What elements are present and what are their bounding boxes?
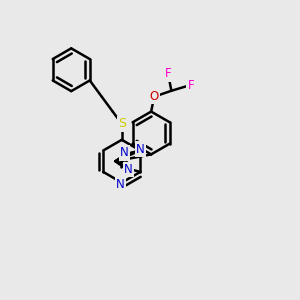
Text: N: N bbox=[124, 163, 133, 176]
Text: N: N bbox=[120, 146, 128, 159]
Text: N: N bbox=[116, 178, 125, 190]
Text: N: N bbox=[136, 142, 145, 155]
Text: F: F bbox=[188, 79, 194, 92]
Text: F: F bbox=[165, 67, 172, 80]
Text: O: O bbox=[149, 90, 159, 103]
Text: S: S bbox=[118, 117, 126, 130]
